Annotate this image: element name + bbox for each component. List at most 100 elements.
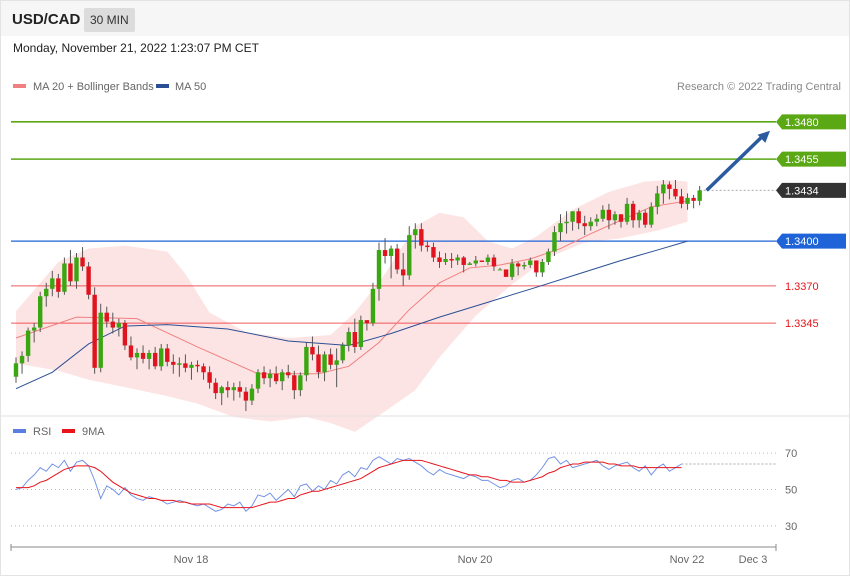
candle xyxy=(152,346,158,370)
candle xyxy=(255,369,261,394)
candle xyxy=(165,343,170,367)
candle xyxy=(679,188,684,209)
header-bar: USD/CAD 30 MIN xyxy=(1,1,849,36)
candle xyxy=(201,363,206,380)
candle xyxy=(558,214,563,242)
ma9-legend-label: 9MA xyxy=(82,426,105,438)
level-tag-1.3434: 1.3434 xyxy=(776,182,846,198)
candle xyxy=(98,303,103,373)
level-tag-text: 1.3400 xyxy=(785,236,819,248)
level-label-1.3345: 1.3345 xyxy=(785,318,819,330)
candle xyxy=(68,250,73,286)
candle xyxy=(582,215,587,236)
candle xyxy=(467,261,472,265)
candle xyxy=(31,323,37,343)
forecast-arrow xyxy=(705,135,764,192)
candle xyxy=(552,226,557,257)
rsi-tick-label: 70 xyxy=(785,448,797,460)
candle xyxy=(431,242,436,262)
candle xyxy=(594,214,599,227)
candle xyxy=(62,257,67,295)
candle xyxy=(328,348,333,370)
candle xyxy=(576,208,581,230)
candle xyxy=(419,223,424,252)
candle xyxy=(50,270,55,297)
candle xyxy=(358,315,364,350)
ma50-line xyxy=(15,240,688,390)
candle xyxy=(407,226,412,280)
candle xyxy=(273,366,279,385)
candle xyxy=(540,258,545,277)
timeframe-button[interactable]: 30 MIN xyxy=(84,8,135,32)
candle xyxy=(110,312,115,334)
candle xyxy=(376,242,382,301)
candle xyxy=(213,378,218,400)
candle xyxy=(243,387,249,412)
candle xyxy=(370,282,376,327)
level-tag-1.3480: 1.3480 xyxy=(776,114,846,130)
ma20-legend-label: MA 20 + Bollinger Bands xyxy=(33,81,154,93)
level-tag-text: 1.3434 xyxy=(785,185,819,197)
candle xyxy=(685,193,690,210)
candle xyxy=(249,384,255,406)
candle xyxy=(25,327,31,362)
candle xyxy=(310,336,315,361)
candle xyxy=(606,203,612,230)
candle xyxy=(340,342,345,364)
candle xyxy=(44,282,49,307)
candle xyxy=(38,291,43,333)
candle xyxy=(503,269,509,277)
x-tick-label: Nov 22 xyxy=(670,554,705,566)
candle xyxy=(643,209,648,228)
ma50-legend-label: MA 50 xyxy=(175,81,206,93)
symbol-title: USD/CAD xyxy=(12,11,81,28)
candle xyxy=(697,185,702,206)
candle xyxy=(691,194,696,209)
rsi-line xyxy=(15,456,682,513)
x-tick-label: Dec 3 xyxy=(739,554,768,566)
x-tick-label: Nov 20 xyxy=(458,554,493,566)
candle xyxy=(128,336,134,361)
candle xyxy=(219,385,224,406)
candle xyxy=(334,348,339,388)
copyright-text: Research © 2022 Trading Central xyxy=(677,81,841,93)
candle xyxy=(588,217,593,231)
candle xyxy=(661,179,666,204)
candle xyxy=(624,197,630,225)
candle xyxy=(261,366,267,385)
candle xyxy=(455,254,460,265)
candle xyxy=(534,260,539,277)
candle xyxy=(461,256,466,273)
candle xyxy=(673,179,678,200)
candle xyxy=(80,247,85,271)
level-tag-text: 1.3480 xyxy=(785,117,819,129)
forecast-arrow-head xyxy=(757,130,770,143)
candle xyxy=(146,349,152,370)
rsi-legend-swatch xyxy=(13,429,26,433)
candle xyxy=(382,238,388,264)
x-tick-label: Nov 18 xyxy=(174,554,209,566)
level-tag-1.3455: 1.3455 xyxy=(776,151,846,167)
candle xyxy=(189,361,194,380)
candle xyxy=(413,223,418,249)
candle xyxy=(600,205,606,222)
candle xyxy=(522,261,527,270)
level-tag-1.3400: 1.3400 xyxy=(776,233,846,249)
rsi-legend-label: RSI xyxy=(33,426,51,438)
candle xyxy=(479,260,485,262)
candle xyxy=(352,318,357,353)
candle xyxy=(171,354,176,374)
candle xyxy=(509,258,515,280)
candle xyxy=(649,202,654,228)
candle xyxy=(443,253,448,265)
candle xyxy=(449,253,454,268)
candle xyxy=(231,382,236,401)
level-label-1.3370: 1.3370 xyxy=(785,281,819,293)
candle xyxy=(195,360,200,373)
candle xyxy=(159,343,164,371)
candle xyxy=(425,241,430,252)
candle xyxy=(183,354,188,373)
candle xyxy=(346,327,351,352)
candle xyxy=(316,345,321,379)
